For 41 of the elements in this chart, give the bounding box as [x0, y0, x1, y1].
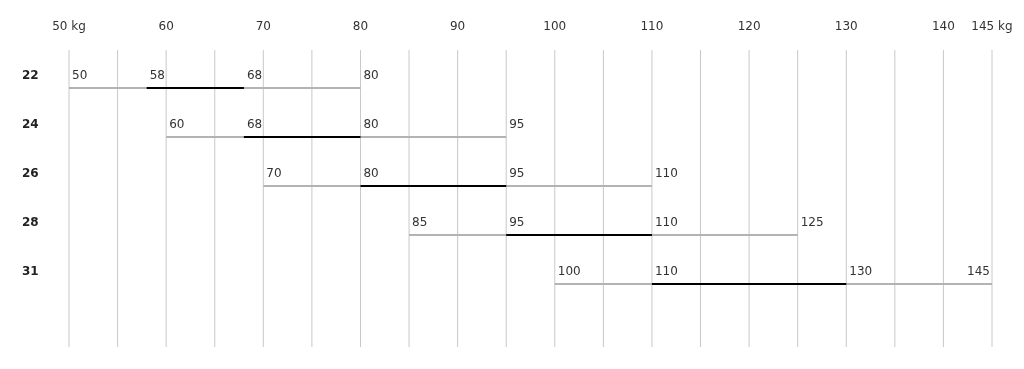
x-tick-label: 50 kg [52, 19, 86, 33]
annotation: 68 [246, 117, 263, 131]
annotation: 110 [654, 166, 678, 180]
y-tick-label: 22 [22, 68, 39, 82]
annotation: 130 [849, 264, 873, 278]
annotation: 95 [509, 215, 525, 229]
x-tick-label: 100 [543, 19, 567, 33]
x-tick-label: 145 kg [971, 19, 1013, 33]
annotation: 110 [654, 215, 678, 229]
annotation: 100 [557, 264, 581, 278]
annotation: 60 [169, 117, 185, 131]
x-tick-label: 140 [931, 19, 955, 33]
x-tick-label: 80 [352, 19, 369, 33]
x-tick-label: 130 [834, 19, 858, 33]
y-tick-label: 31 [22, 264, 39, 278]
y-tick-label: 24 [22, 117, 39, 131]
bar [243, 136, 361, 138]
y-tick-label: 28 [22, 215, 39, 229]
x-tick-label: 70 [255, 19, 271, 33]
x-tick-label: 90 [449, 19, 466, 33]
x-tick-label: 120 [737, 19, 761, 33]
bar [506, 234, 652, 236]
y-tick-label: 26 [22, 166, 39, 180]
annotation: 58 [149, 68, 166, 82]
annotation: 110 [654, 264, 678, 278]
annotation: 70 [266, 166, 282, 180]
annotation: 68 [246, 68, 263, 82]
annotation: 80 [363, 117, 379, 131]
bar [146, 87, 244, 89]
annotation: 145 [967, 264, 990, 278]
annotation: 95 [509, 117, 525, 131]
annotation: 80 [363, 166, 379, 180]
x-tick-label: 60 [158, 19, 174, 33]
bar [360, 185, 507, 187]
annotation: 50 [72, 68, 88, 82]
annotation: 95 [509, 166, 525, 180]
annotation: 85 [412, 215, 428, 229]
x-tick-label: 110 [640, 19, 664, 33]
bar [651, 283, 847, 285]
annotation: 80 [363, 68, 379, 82]
annotation: 125 [800, 215, 824, 229]
